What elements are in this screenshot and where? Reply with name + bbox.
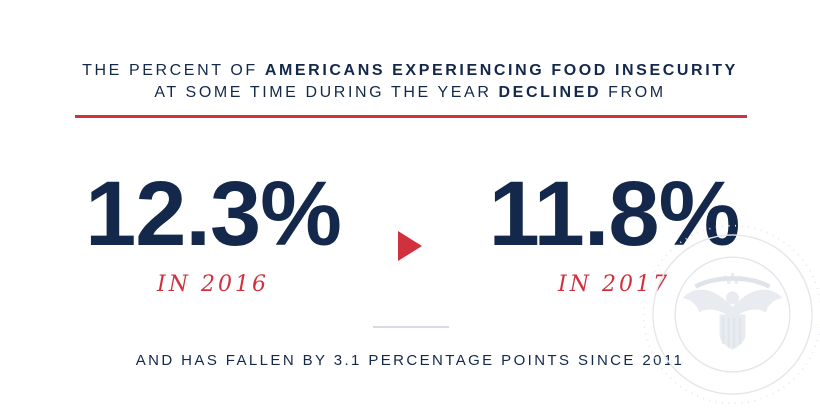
stat-value-2017: 11.8%: [488, 163, 741, 265]
headline-line-2-text: AT SOME TIME DURING THE YEAR: [154, 84, 499, 101]
divider: [373, 326, 449, 328]
headline-line-1-bold: AMERICANS EXPERIENCING FOOD INSECURITY: [264, 62, 738, 79]
stat-year-2017: IN 2017: [558, 272, 670, 297]
headline-line-2-bold: DECLINED: [498, 84, 602, 101]
stat-value-2016: 12.3%: [85, 163, 342, 265]
headline-line-1: THE PERCENT OF AMERICANS EXPERIENCING FO…: [0, 62, 820, 80]
right-triangle-icon: [398, 231, 422, 261]
presidential-seal-icon: [642, 224, 820, 405]
headline-line-2-tail: FROM: [601, 84, 666, 101]
headline-line-1-text: THE PERCENT OF: [82, 62, 265, 79]
headline-line-2: AT SOME TIME DURING THE YEAR DECLINED FR…: [0, 84, 820, 102]
headline-rule: [75, 115, 747, 118]
stat-year-2016: IN 2016: [157, 272, 269, 297]
footer-text: AND HAS FALLEN BY 3.1 PERCENTAGE POINTS …: [135, 352, 685, 369]
